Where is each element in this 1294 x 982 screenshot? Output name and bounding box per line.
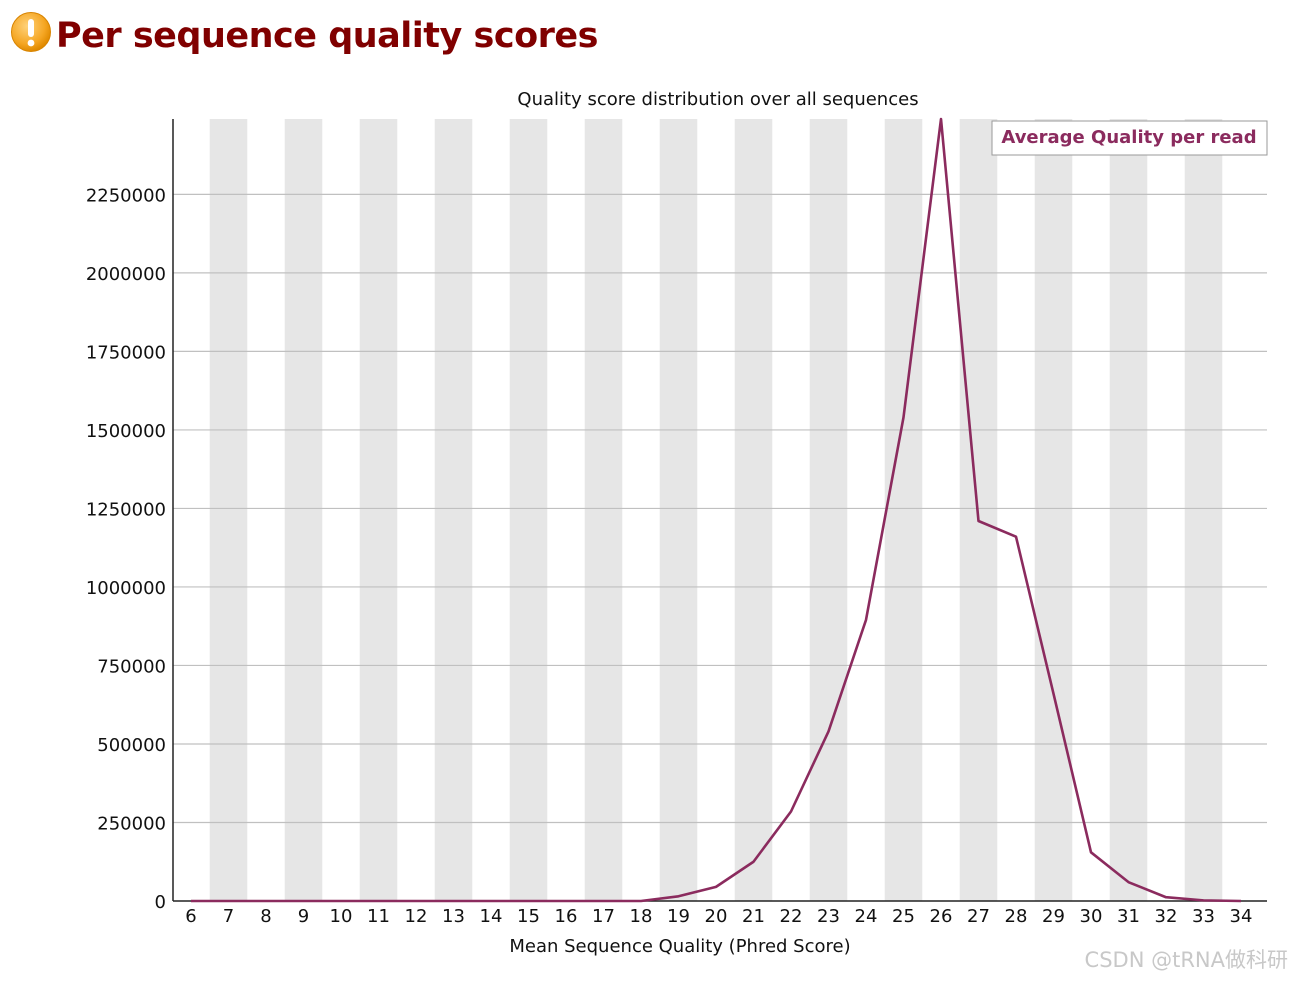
background-bands (209, 119, 1223, 901)
x-tick-label: 6 (185, 906, 196, 927)
band-17 (584, 119, 623, 901)
legend-box (991, 120, 1268, 156)
y-tick-label: 2250000 (86, 185, 166, 206)
grid-lines (173, 193, 1267, 824)
x-tick-label: 15 (517, 906, 540, 927)
band-9 (284, 119, 323, 901)
x-tick-label: 20 (705, 906, 728, 927)
x-tick-label: 18 (630, 906, 653, 927)
band-13 (434, 119, 473, 901)
y-tick-label: 1250000 (86, 499, 166, 520)
series-lines (191, 117, 1242, 903)
band-15 (509, 119, 548, 901)
y-tick-label: 1000000 (86, 578, 166, 599)
band-7 (209, 119, 248, 901)
band-25 (884, 119, 923, 901)
x-tick-label: 27 (967, 906, 990, 927)
y-tick-label: 750000 (97, 656, 166, 677)
y-tick-labels: 0 250000 500000 750000 1000000 1250000 1500000… (86, 185, 166, 913)
x-tick-labels: 6 7 8 9 10 11 12 13 14 15 16 17 18 19 20 21 22 23 24 25 26 27… (185, 906, 1252, 927)
legend-series-label: Average Quality per read (1001, 127, 1256, 148)
watermark: CSDN @tRNA做科研 (1084, 948, 1288, 972)
band-33 (1184, 119, 1223, 901)
x-tick-label: 31 (1117, 906, 1140, 927)
x-tick-label: 13 (442, 906, 465, 927)
x-tick-label: 24 (855, 906, 878, 927)
band-31 (1109, 119, 1148, 901)
band-11 (359, 119, 398, 901)
legend: Average Quality per read (991, 120, 1268, 156)
x-tick-label: 33 (1192, 906, 1215, 927)
x-tick-label: 25 (892, 906, 915, 927)
band-23 (809, 119, 848, 901)
x-tick-label: 32 (1155, 906, 1178, 927)
x-tick-label: 14 (480, 906, 503, 927)
x-tick-label: 19 (667, 906, 690, 927)
y-tick-label: 1500000 (86, 421, 166, 442)
x-tick-label: 28 (1005, 906, 1028, 927)
band-19 (659, 119, 698, 901)
chart-title: Quality score distribution over all sequ… (517, 89, 918, 110)
x-tick-label: 8 (260, 906, 271, 927)
x-tick-label: 22 (780, 906, 803, 927)
x-tick-label: 10 (330, 906, 353, 927)
y-tick-label: 0 (155, 892, 166, 913)
x-tick-label: 11 (367, 906, 390, 927)
x-tick-label: 7 (223, 906, 234, 927)
header: Per sequence quality scores (10, 4, 598, 60)
x-tick-label: 12 (405, 906, 428, 927)
x-tick-label: 30 (1080, 906, 1103, 927)
x-tick-label: 29 (1042, 906, 1065, 927)
y-tick-label: 500000 (97, 735, 166, 756)
x-tick-label: 21 (742, 906, 765, 927)
x-tick-label: 16 (555, 906, 578, 927)
x-tick-label: 9 (298, 906, 309, 927)
y-tick-label: 250000 (97, 813, 166, 834)
y-tick-label: 2000000 (86, 264, 166, 285)
series-line (191, 117, 1242, 903)
x-tick-label: 26 (930, 906, 953, 927)
page-title: Per sequence quality scores (56, 16, 598, 56)
x-tick-label: 34 (1230, 906, 1253, 927)
x-tick-label: 23 (817, 906, 840, 927)
y-tick-label: 1750000 (86, 342, 166, 363)
x-axis-label: Mean Sequence Quality (Phred Score) (509, 936, 850, 957)
band-21 (734, 119, 773, 901)
x-tick-label: 17 (592, 906, 615, 927)
warning-icon (10, 11, 52, 53)
axes (172, 119, 1267, 902)
band-29 (1034, 119, 1073, 901)
